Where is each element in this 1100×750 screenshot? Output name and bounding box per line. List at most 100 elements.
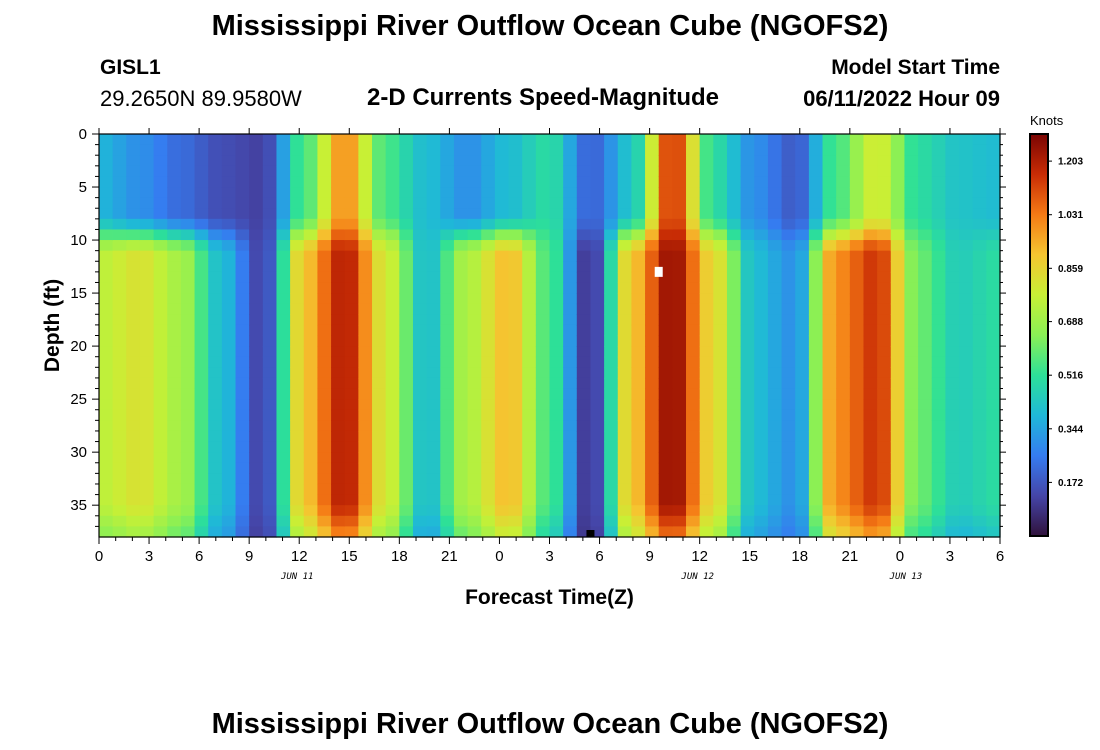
heatmap-cell bbox=[972, 250, 987, 262]
heatmap-cell bbox=[645, 526, 660, 538]
heatmap-cell bbox=[713, 399, 728, 411]
heatmap-cell bbox=[221, 377, 237, 390]
heatmap-cell bbox=[590, 420, 605, 432]
heatmap-cell bbox=[208, 377, 223, 390]
heatmap-cell bbox=[180, 399, 196, 411]
heatmap-cell bbox=[494, 155, 510, 167]
heatmap-cell bbox=[467, 399, 482, 411]
heatmap-cell bbox=[453, 165, 469, 178]
heatmap-cell bbox=[658, 208, 673, 220]
heatmap-cell bbox=[822, 462, 837, 474]
heatmap-cell bbox=[153, 377, 168, 390]
heatmap-cell bbox=[754, 187, 769, 199]
heatmap-cell bbox=[877, 155, 892, 167]
heatmap-cell bbox=[836, 187, 851, 199]
heatmap-cell bbox=[754, 388, 769, 400]
heatmap-cell bbox=[303, 452, 319, 464]
heatmap-cell bbox=[344, 187, 359, 199]
heatmap-cell bbox=[890, 399, 906, 411]
heatmap-cell bbox=[99, 356, 114, 368]
heatmap-cell bbox=[290, 165, 305, 178]
heatmap-cell bbox=[221, 409, 237, 421]
heatmap-cell bbox=[686, 187, 701, 199]
heatmap-cell bbox=[180, 314, 196, 326]
heatmap-cell bbox=[508, 208, 523, 220]
heatmap-cell bbox=[235, 346, 250, 358]
heatmap-cell bbox=[126, 261, 141, 273]
heatmap-cell bbox=[986, 314, 1001, 326]
heatmap-cell bbox=[754, 176, 769, 188]
heatmap-cell bbox=[767, 409, 783, 421]
heatmap-cell bbox=[331, 218, 346, 231]
heatmap-cell bbox=[167, 144, 182, 156]
heatmap-cell bbox=[713, 367, 728, 379]
heatmap-cell bbox=[904, 452, 919, 464]
heatmap-cell bbox=[372, 250, 387, 262]
heatmap-cell bbox=[262, 452, 278, 464]
heatmap-cell bbox=[194, 356, 209, 368]
heatmap-cell bbox=[904, 420, 919, 432]
heatmap-cell bbox=[249, 218, 264, 231]
heatmap-cell bbox=[385, 526, 400, 538]
heatmap-cell bbox=[604, 452, 619, 464]
heatmap-cell bbox=[604, 134, 619, 146]
heatmap-cell bbox=[726, 134, 742, 146]
heatmap-cell bbox=[112, 377, 127, 390]
heatmap-cell bbox=[672, 473, 687, 485]
heatmap-cell bbox=[795, 515, 810, 527]
heatmap-cell bbox=[112, 240, 127, 252]
heatmap-cell bbox=[740, 526, 755, 538]
heatmap-cell bbox=[426, 367, 441, 379]
heatmap-cell bbox=[194, 282, 209, 294]
heatmap-cell bbox=[481, 367, 496, 379]
heatmap-cell bbox=[631, 282, 646, 294]
heatmap-cell bbox=[549, 261, 564, 273]
heatmap-cell bbox=[139, 420, 155, 432]
heatmap-cell bbox=[904, 346, 919, 358]
heatmap-cell bbox=[126, 473, 141, 485]
heatmap-cell bbox=[740, 293, 755, 305]
heatmap-cell bbox=[836, 208, 851, 220]
heatmap-cell bbox=[699, 483, 714, 496]
heatmap-cell bbox=[344, 526, 359, 538]
heatmap-cell bbox=[276, 176, 291, 188]
heatmap-cell bbox=[808, 208, 824, 220]
heatmap-cell bbox=[467, 229, 482, 241]
heatmap-cell bbox=[986, 144, 1001, 156]
heatmap-cell bbox=[276, 430, 291, 443]
heatmap-cell bbox=[918, 356, 933, 368]
heatmap-cell bbox=[972, 420, 987, 432]
heatmap-cell bbox=[153, 165, 168, 178]
heatmap-cell bbox=[235, 483, 250, 496]
heatmap-cell bbox=[494, 335, 510, 347]
heatmap-cell bbox=[549, 399, 564, 411]
heatmap-cell bbox=[208, 335, 223, 347]
heatmap-cell bbox=[317, 356, 332, 368]
heatmap-cell bbox=[781, 176, 796, 188]
heatmap-cell bbox=[99, 229, 114, 241]
heatmap-cell bbox=[99, 165, 114, 178]
heatmap-cell bbox=[180, 144, 196, 156]
heatmap-cell bbox=[604, 494, 619, 506]
heatmap-cell bbox=[180, 155, 196, 167]
heatmap-cell bbox=[931, 187, 946, 199]
heatmap-cell bbox=[986, 293, 1001, 305]
heatmap-cell bbox=[959, 218, 974, 231]
y-tick-label: 10 bbox=[70, 232, 87, 249]
heatmap-cell bbox=[494, 240, 510, 252]
heatmap-cell bbox=[331, 388, 346, 400]
heatmap-cell bbox=[713, 271, 728, 284]
heatmap-cell bbox=[904, 367, 919, 379]
heatmap-cell bbox=[795, 165, 810, 178]
heatmap-cell bbox=[740, 515, 755, 527]
heatmap-cell bbox=[467, 218, 482, 231]
heatmap-cell bbox=[740, 377, 755, 390]
heatmap-cell bbox=[658, 303, 673, 315]
heatmap-cell bbox=[686, 208, 701, 220]
heatmap-cell bbox=[412, 441, 428, 453]
heatmap-cell bbox=[535, 324, 551, 337]
heatmap-cell bbox=[440, 250, 455, 262]
heatmap-cell bbox=[249, 314, 264, 326]
heatmap-cell bbox=[945, 165, 960, 178]
heatmap-cell bbox=[645, 134, 660, 146]
